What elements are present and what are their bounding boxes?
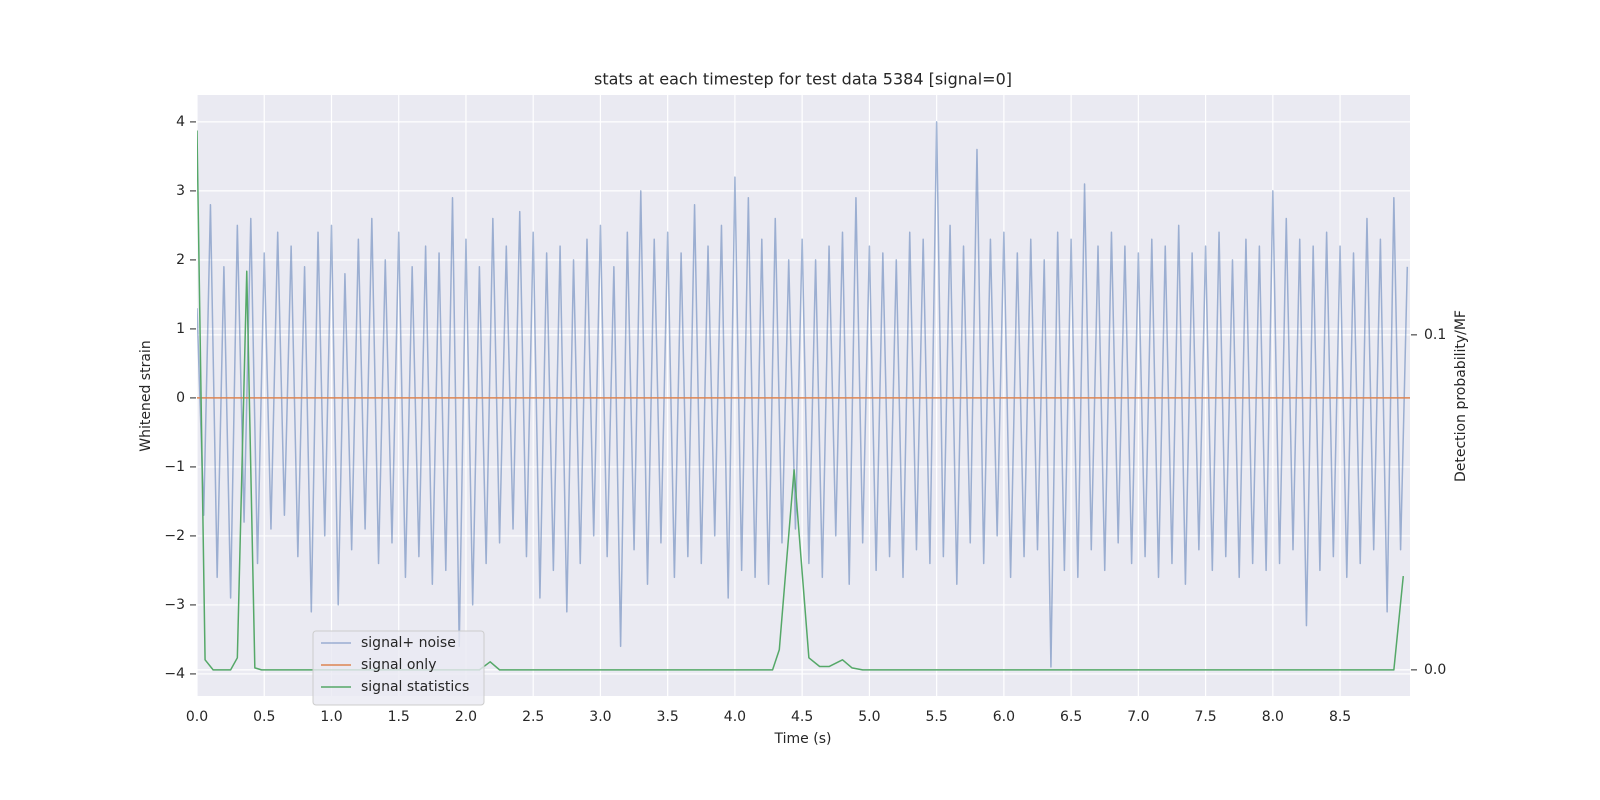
plot-area	[197, 95, 1410, 696]
y-tick-label: 3	[176, 183, 185, 199]
y2-tick-label: 0.0	[1424, 662, 1446, 678]
x-axis-label: Time (s)	[774, 731, 832, 747]
x-tick-label: 2.5	[522, 709, 544, 725]
y-tick-label: 0	[176, 390, 185, 406]
y-tick-label: −4	[164, 666, 185, 682]
x-tick-label: 4.0	[724, 709, 746, 725]
y-tick-label: −2	[164, 528, 185, 544]
x-tick-label: 2.0	[455, 709, 477, 725]
y-tick-label: 4	[176, 114, 185, 130]
x-tick-label: 7.0	[1127, 709, 1149, 725]
legend-box	[312, 630, 485, 706]
legend-label: signal+ noise	[361, 635, 456, 651]
y-tick-label: 1	[176, 321, 185, 337]
y2-tick-label: 0.1	[1424, 327, 1446, 343]
x-tick-label: 7.5	[1194, 709, 1216, 725]
legend: signal+ noise signal only signal statistic…	[312, 630, 485, 706]
legend-label: signal only	[361, 657, 436, 673]
x-tick-label: 1.5	[388, 709, 410, 725]
x-tick-label: 4.5	[791, 709, 813, 725]
x-tick-label: 8.5	[1329, 709, 1351, 725]
x-tick-label: 3.5	[657, 709, 679, 725]
x-tick-label: 0.5	[253, 709, 275, 725]
x-tick-label: 1.0	[320, 709, 342, 725]
x-tick-label: 5.5	[926, 709, 948, 725]
x-tick-label: 3.0	[589, 709, 611, 725]
x-tick-label: 5.0	[858, 709, 880, 725]
y-tick-label: 2	[176, 252, 185, 268]
chart-title: stats at each timestep for test data 538…	[594, 70, 1012, 89]
lines	[197, 121, 1410, 671]
legend-label: signal statistics	[361, 679, 469, 695]
x-tick-label: 8.0	[1262, 709, 1284, 725]
y-tick-label: −3	[164, 597, 185, 613]
x-tick-label: 0.0	[186, 709, 208, 725]
series-line	[197, 130, 1405, 671]
x-tick-label: 6.5	[1060, 709, 1082, 725]
y-tick-label: −1	[164, 459, 185, 475]
series-line	[197, 121, 1409, 668]
y-axis-label: Whitened strain	[138, 340, 154, 451]
x-tick-label: 6.0	[993, 709, 1015, 725]
y2-axis-label: Detection probability/MF	[1453, 310, 1469, 482]
